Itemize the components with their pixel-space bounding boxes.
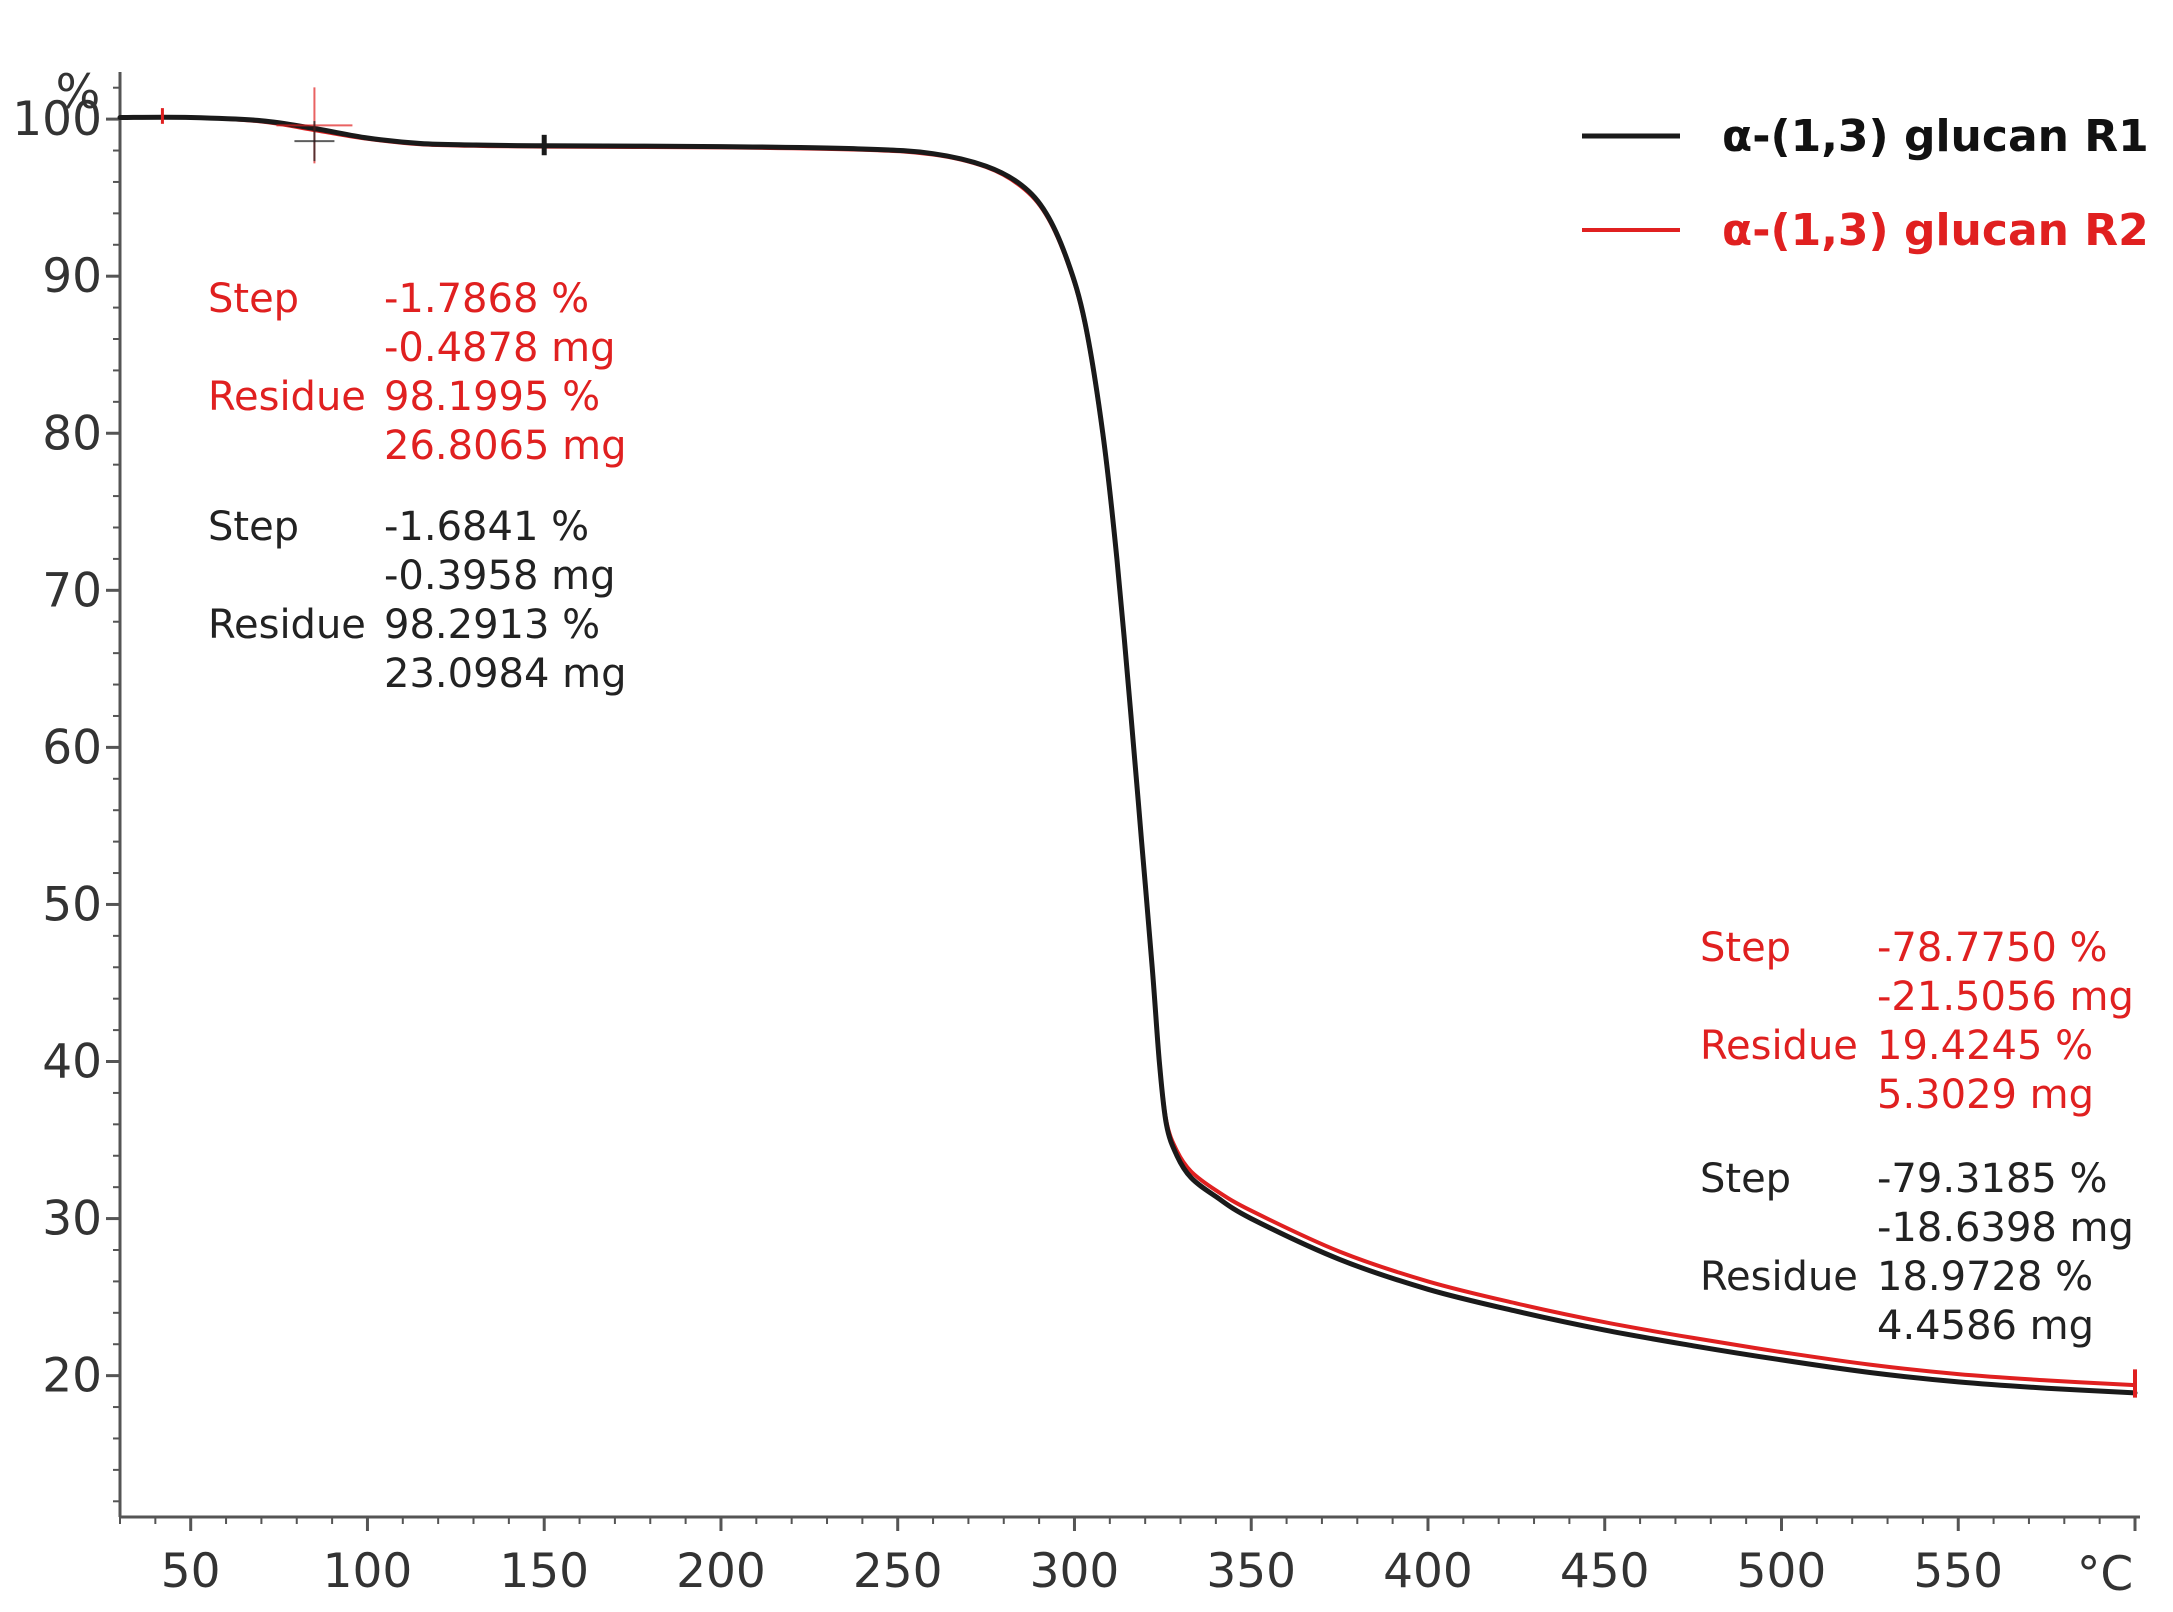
annotation-value: 98.1995 % bbox=[384, 374, 600, 420]
annotation-value: -0.4878 mg bbox=[384, 325, 615, 371]
annotation-block: Step -78.7750 %-21.5056 mg Residue 19.4245 … bbox=[1700, 925, 2134, 1118]
x-tick-label: 550 bbox=[1913, 1544, 2003, 1599]
y-tick-label: 20 bbox=[42, 1349, 102, 1404]
annotation-value: -79.3185 % bbox=[1877, 1156, 2108, 1202]
annotation-value: 26.8065 mg bbox=[384, 423, 626, 469]
annotation-label: Residue bbox=[1700, 1254, 1858, 1300]
x-tick-label: 300 bbox=[1030, 1544, 1120, 1599]
y-tick-label: 50 bbox=[42, 877, 102, 932]
series-line-r1 bbox=[117, 114, 2138, 1396]
legend-item: α-(1,3) glucan R2 bbox=[1582, 205, 2149, 256]
annotation-label: Step bbox=[1700, 1156, 1791, 1202]
annotation-value: -18.6398 mg bbox=[1877, 1205, 2134, 1251]
annotation-label: Step bbox=[208, 276, 299, 322]
x-tick-label: 200 bbox=[676, 1544, 766, 1599]
x-unit-label: °C bbox=[2077, 1547, 2133, 1602]
annotation-value: -1.7868 % bbox=[384, 276, 589, 322]
annotation-block: Step -1.6841 %-0.3958 mg Residue 98.2913 %2… bbox=[208, 504, 626, 697]
y-unit-label: % bbox=[56, 65, 101, 120]
series-lines bbox=[117, 114, 2138, 1396]
legend-label: α-(1,3) glucan R1 bbox=[1722, 111, 2149, 162]
annotation-label: Residue bbox=[1700, 1023, 1858, 1069]
annotation-block: Step -1.7868 %-0.4878 mg Residue 98.1995 %2… bbox=[208, 276, 626, 469]
annotation-value: -21.5056 mg bbox=[1877, 974, 2134, 1020]
annotation-label: Residue bbox=[208, 374, 366, 420]
axes: 20 30 40 50 60 70 80 90 100 50 100 150 200 250 300 350 4… bbox=[12, 65, 2140, 1602]
x-tick-label: 50 bbox=[161, 1544, 221, 1599]
x-tick-label: 250 bbox=[853, 1544, 943, 1599]
y-tick-label: 80 bbox=[42, 406, 102, 461]
annotation-value: 4.4586 mg bbox=[1877, 1303, 2094, 1349]
y-tick-label: 30 bbox=[42, 1192, 102, 1247]
x-tick-label: 450 bbox=[1560, 1544, 1650, 1599]
annotation-block: Step -79.3185 %-18.6398 mg Residue 18.9728 … bbox=[1700, 1156, 2134, 1349]
annotation-label: Step bbox=[1700, 925, 1791, 971]
legend: α-(1,3) glucan R1 α-(1,3) glucan R2 bbox=[1582, 111, 2149, 256]
x-tick-label: 500 bbox=[1737, 1544, 1827, 1599]
annotation-value: 98.2913 % bbox=[384, 602, 600, 648]
legend-item: α-(1,3) glucan R1 bbox=[1582, 111, 2149, 162]
y-tick-label: 100 bbox=[12, 92, 102, 147]
step-markers bbox=[160, 87, 2137, 1398]
annotation-label: Step bbox=[208, 504, 299, 550]
y-tick-label: 70 bbox=[42, 563, 102, 618]
annotation-value: -78.7750 % bbox=[1877, 925, 2108, 971]
annotation-value: 5.3029 mg bbox=[1877, 1072, 2094, 1118]
annotation-value: 18.9728 % bbox=[1877, 1254, 2093, 1300]
y-tick-label: 60 bbox=[42, 720, 102, 775]
x-tick-label: 100 bbox=[323, 1544, 413, 1599]
y-tick-label: 40 bbox=[42, 1035, 102, 1090]
x-tick-label: 350 bbox=[1206, 1544, 1296, 1599]
annotation-value: -1.6841 % bbox=[384, 504, 589, 550]
annotation-label: Residue bbox=[208, 602, 366, 648]
legend-label: α-(1,3) glucan R2 bbox=[1722, 205, 2149, 256]
y-tick-label: 90 bbox=[42, 249, 102, 304]
annotation-value: 23.0984 mg bbox=[384, 651, 626, 697]
annotation-value: 19.4245 % bbox=[1877, 1023, 2093, 1069]
x-tick-label: 400 bbox=[1383, 1544, 1473, 1599]
x-tick-label: 150 bbox=[499, 1544, 589, 1599]
annotation-value: -0.3958 mg bbox=[384, 553, 615, 599]
